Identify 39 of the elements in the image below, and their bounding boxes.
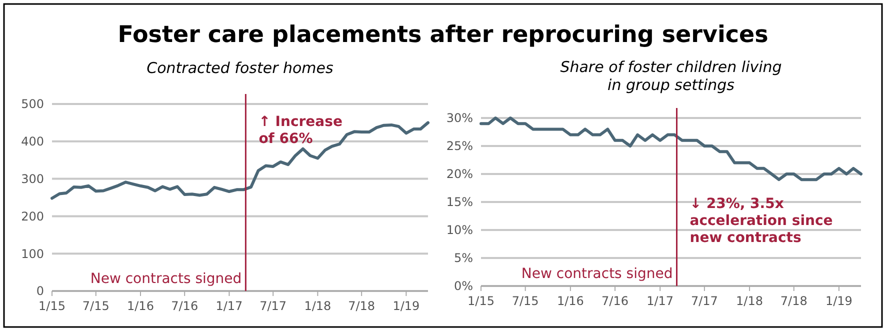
x-tick-label: 7/16 [602,294,628,308]
chart-subtitle: Contracted foster homes [146,59,334,77]
annotation: ↓ 23%, 3.5x acceleration since new contracts [690,196,833,246]
x-tick-label: 1/17 [216,299,243,313]
x-tick-label: 7/18 [348,299,376,313]
x-tick-label: 1/19 [825,294,852,308]
x-tick-label: 1/18 [304,299,332,313]
y-tick-label: 500 [21,97,44,112]
y-tick-label: 20% [446,167,473,182]
x-tick-label: 7/16 [171,299,198,313]
y-tick-label: 0% [454,279,473,294]
y-tick-label: 300 [21,172,44,186]
x-tick-label: 7/15 [82,299,110,313]
y-tick-label: 5% [454,251,473,266]
x-tick-label: 7/18 [780,294,808,308]
y-tick-label: 10% [446,223,473,238]
chart-title: Share of foster children living in group settings [560,58,782,94]
x-tick-label: 1/16 [556,294,584,308]
x-tick-label: 7/17 [260,299,287,313]
x-tick-label: 7/17 [690,294,718,308]
x-tick-label: 1/15 [468,294,494,308]
y-tick-label: 25% [446,139,473,154]
y-tick-label: 400 [21,134,44,149]
y-tick-label: 0 [36,284,44,298]
y-tick-label: 100 [21,246,44,261]
x-tick-label: 1/16 [127,299,154,313]
y-tick-label: 15% [446,195,473,210]
line-series [480,116,862,182]
annotation: ↑ Increase of 66% [258,114,342,147]
y-tick-label: 30% [446,111,473,126]
x-tick-label: 1/15 [38,299,66,313]
x-tick-label: 7/15 [512,294,539,308]
x-tick-label: 1/18 [736,294,763,308]
ref-line-label: New contracts signed [90,271,242,287]
x-tick-label: 1/17 [646,294,674,308]
x-tick-label: 1/19 [392,299,420,313]
ref-line-label: New contracts signed [521,266,673,282]
chart-title: Foster care placements after reprocuring services [118,22,768,48]
y-tick-label: 200 [21,209,44,224]
